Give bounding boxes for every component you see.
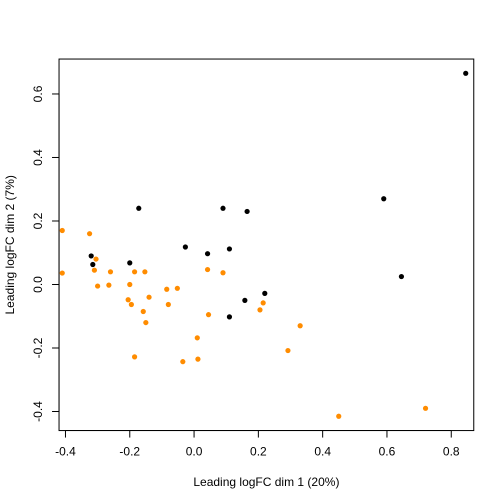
x-tick-label: -0.2 bbox=[119, 445, 140, 459]
data-point bbox=[140, 308, 146, 315]
data-point bbox=[146, 294, 152, 300]
data-point bbox=[226, 314, 233, 320]
data-point bbox=[285, 347, 291, 354]
x-tick-label: 0.0 bbox=[186, 445, 203, 459]
y-tick-label: 0.6 bbox=[31, 85, 45, 102]
data-point bbox=[59, 270, 65, 276]
data-point bbox=[242, 297, 248, 303]
y-tick-label: -0.2 bbox=[31, 337, 45, 358]
data-point bbox=[463, 70, 469, 76]
data-point bbox=[143, 319, 149, 326]
data-point bbox=[180, 359, 186, 365]
y-tick-label: 0.2 bbox=[31, 212, 45, 229]
data-point bbox=[131, 269, 138, 275]
data-point bbox=[59, 227, 65, 234]
data-point bbox=[194, 335, 200, 341]
data-point bbox=[136, 205, 142, 211]
data-point bbox=[107, 269, 114, 275]
data-point bbox=[86, 231, 93, 237]
data-point bbox=[257, 307, 263, 313]
plot-frame bbox=[58, 58, 475, 432]
x-tick-label: 0.6 bbox=[379, 445, 396, 459]
data-point bbox=[128, 301, 134, 308]
x-tick-label: 0.2 bbox=[250, 445, 267, 459]
data-point bbox=[260, 300, 266, 306]
data-point bbox=[195, 356, 201, 362]
data-points bbox=[59, 70, 469, 419]
data-point bbox=[88, 253, 94, 259]
data-point bbox=[226, 246, 233, 252]
data-point bbox=[174, 285, 180, 291]
x-tick-label: 0.8 bbox=[443, 445, 460, 459]
data-point bbox=[93, 256, 99, 262]
data-point bbox=[91, 267, 98, 273]
data-point bbox=[127, 260, 133, 266]
data-point bbox=[381, 196, 387, 202]
y-tick-label: 0.4 bbox=[31, 149, 45, 166]
data-point bbox=[297, 323, 303, 329]
data-point bbox=[165, 301, 171, 308]
data-point bbox=[95, 283, 101, 289]
y-axis-label: Leading logFC dim 2 (7%) bbox=[3, 175, 17, 314]
data-point bbox=[182, 244, 188, 250]
x-axis: -0.4 -0.2 0.0 0.2 0.4 0.6 0.8 bbox=[55, 430, 460, 459]
data-point bbox=[244, 208, 250, 215]
data-point bbox=[106, 282, 112, 288]
data-point bbox=[125, 297, 131, 303]
x-tick-label: -0.4 bbox=[55, 445, 76, 459]
data-point bbox=[204, 251, 211, 257]
data-point bbox=[336, 413, 342, 419]
data-point bbox=[220, 270, 226, 276]
x-axis-label: Leading logFC dim 1 (20%) bbox=[193, 475, 339, 489]
data-point bbox=[262, 290, 268, 296]
data-point bbox=[204, 266, 211, 273]
data-point bbox=[205, 312, 212, 318]
data-point bbox=[131, 354, 138, 360]
data-point bbox=[220, 205, 226, 211]
y-tick-label: 0.0 bbox=[31, 276, 45, 293]
data-point bbox=[127, 281, 133, 288]
x-tick-label: 0.4 bbox=[314, 445, 331, 459]
data-point bbox=[398, 273, 405, 280]
data-point bbox=[422, 405, 429, 411]
data-point bbox=[164, 286, 170, 292]
y-axis: -0.4 -0.2 0.0 0.2 0.4 0.6 bbox=[31, 85, 60, 422]
y-tick-label: -0.4 bbox=[31, 401, 45, 422]
data-point bbox=[90, 261, 96, 268]
data-point bbox=[142, 269, 148, 275]
